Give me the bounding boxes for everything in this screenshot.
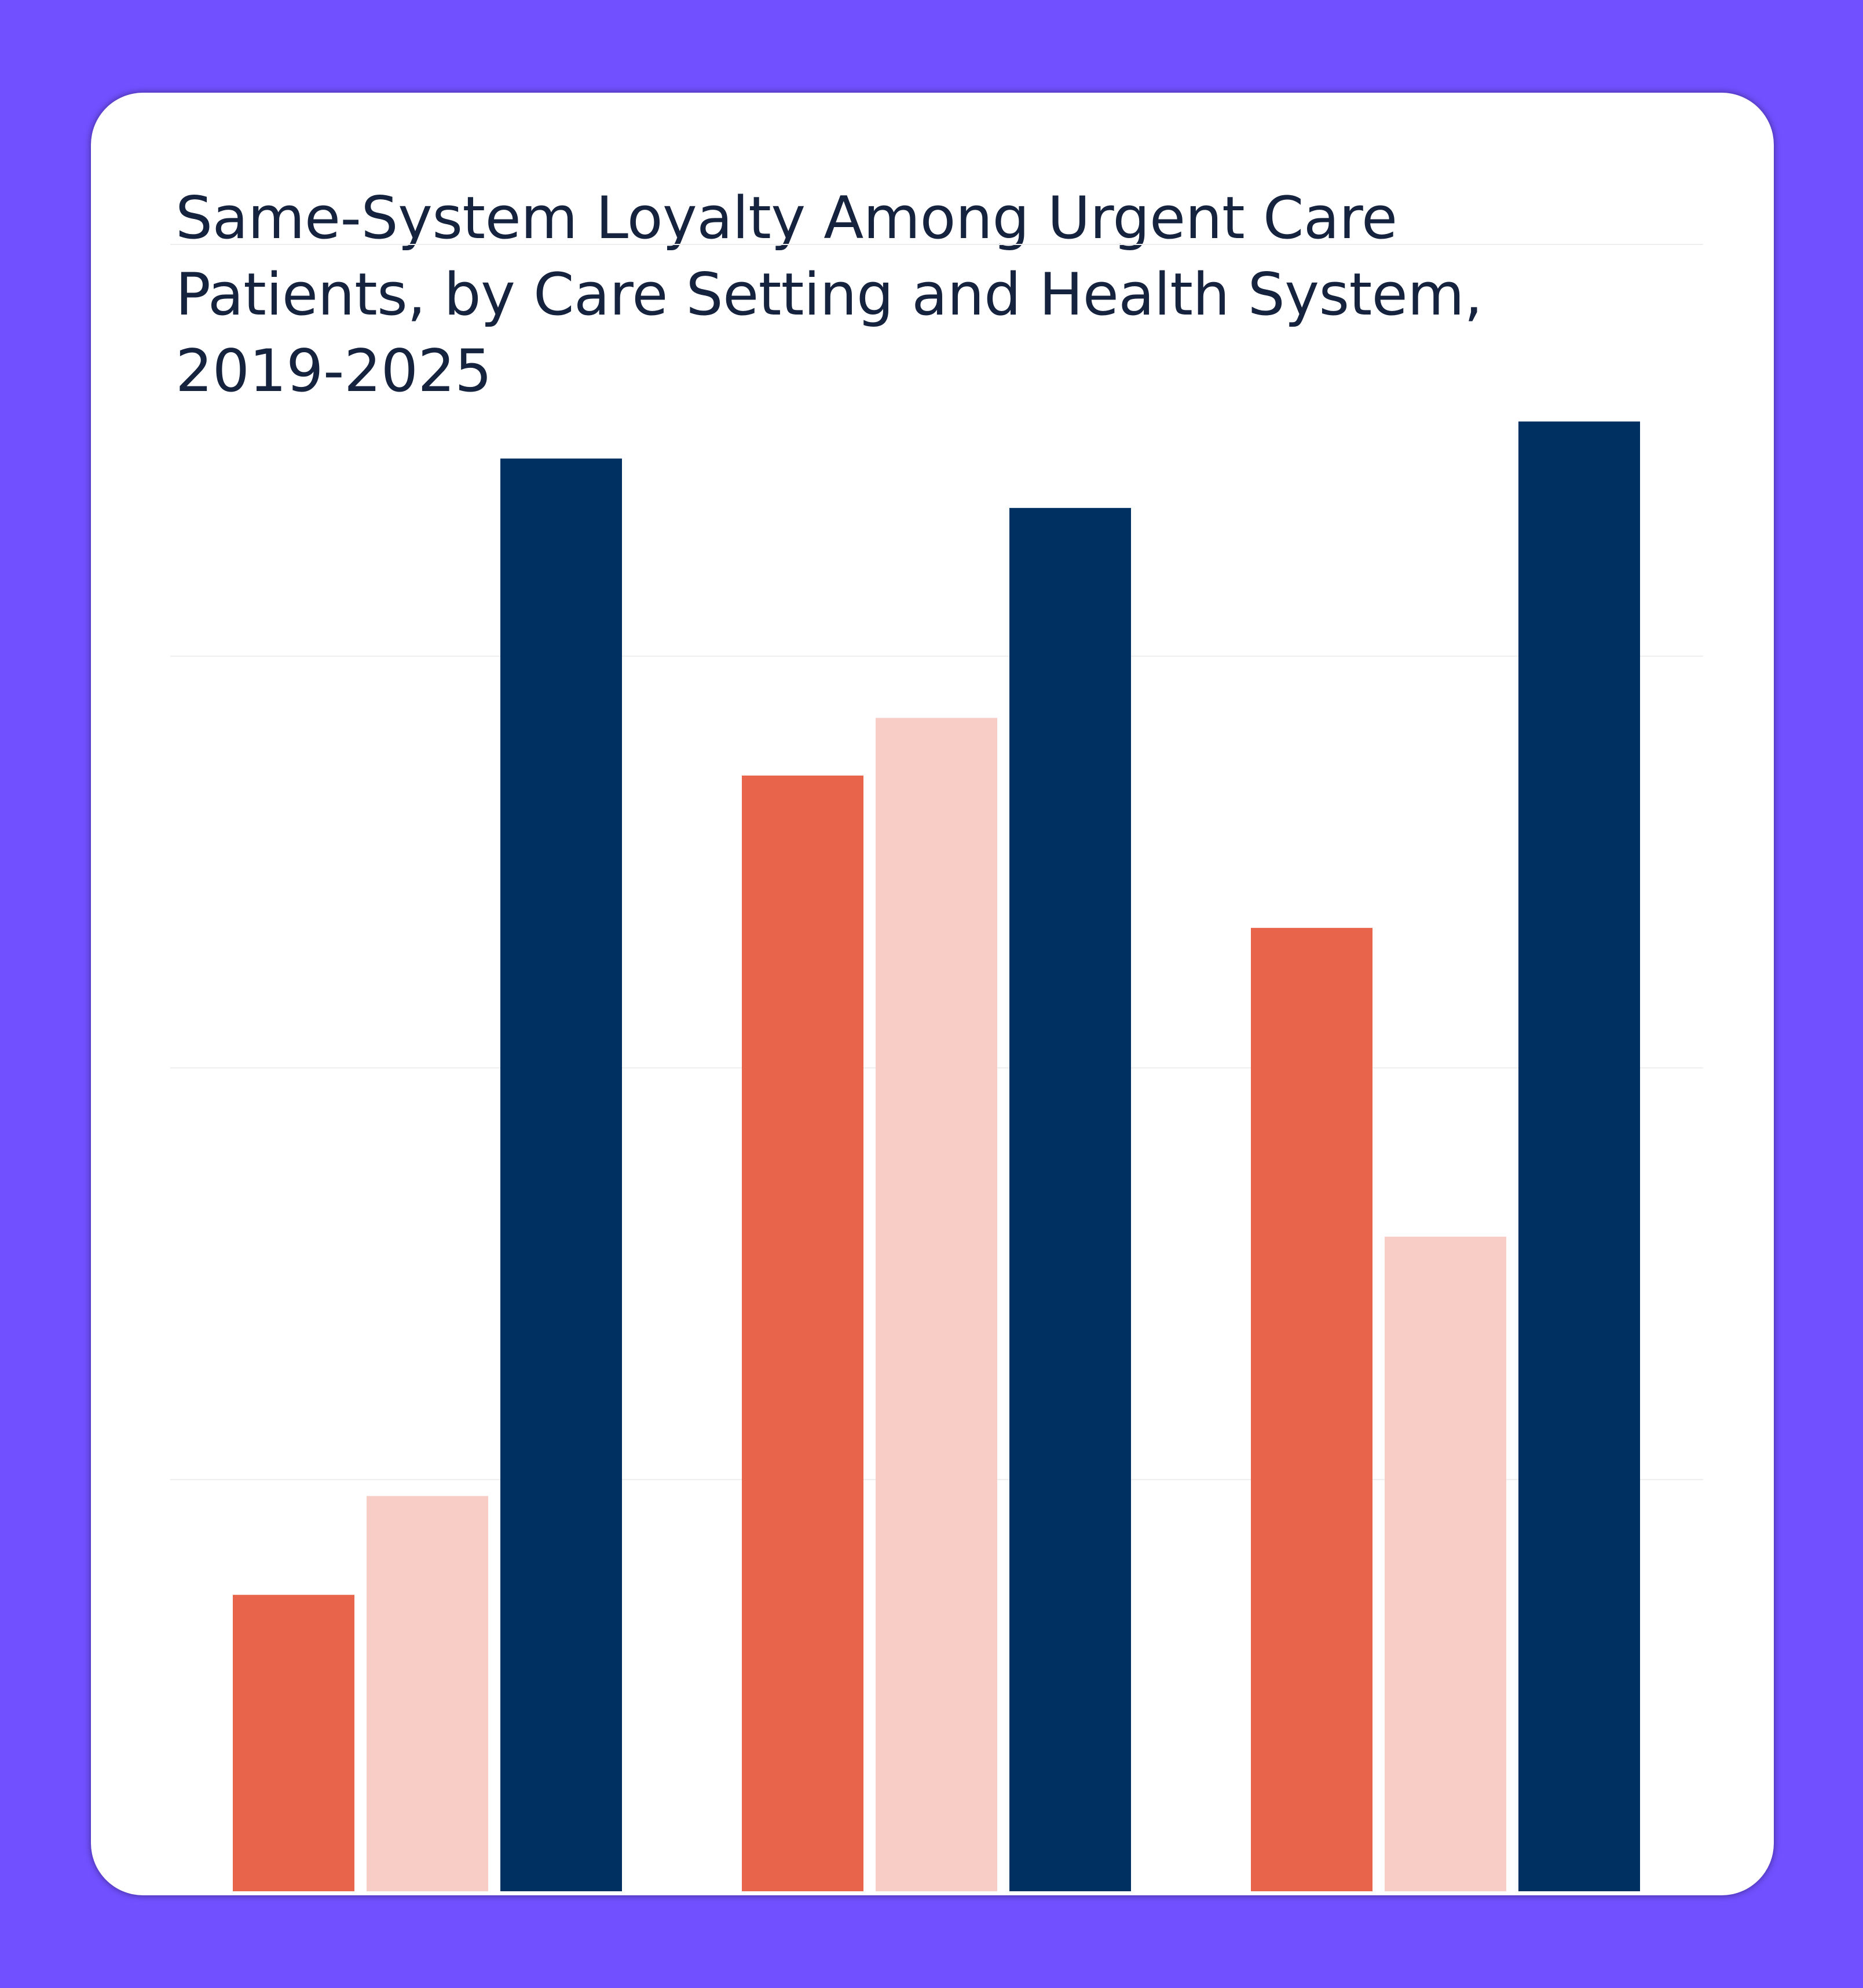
chart-title: Same-System Loyalty Among Urgent Care Pa…	[175, 184, 1483, 405]
bar-series-1-group-1	[233, 1595, 354, 1891]
bar-series-3-group-2	[1009, 507, 1131, 1892]
bar-series-3-group-1	[500, 458, 622, 1891]
bar-series-3-group-3	[1518, 421, 1640, 1891]
bar-series-1-group-2	[742, 775, 863, 1891]
chart-card: Same-System Loyalty Among Urgent Care Pa…	[91, 93, 1774, 1895]
bar-chart	[170, 244, 1703, 1892]
bar-series-2-group-1	[367, 1496, 488, 1891]
bar-series-2-group-3	[1385, 1236, 1506, 1891]
bar-series-2-group-2	[876, 718, 997, 1891]
bar-series-1-group-3	[1251, 927, 1372, 1891]
